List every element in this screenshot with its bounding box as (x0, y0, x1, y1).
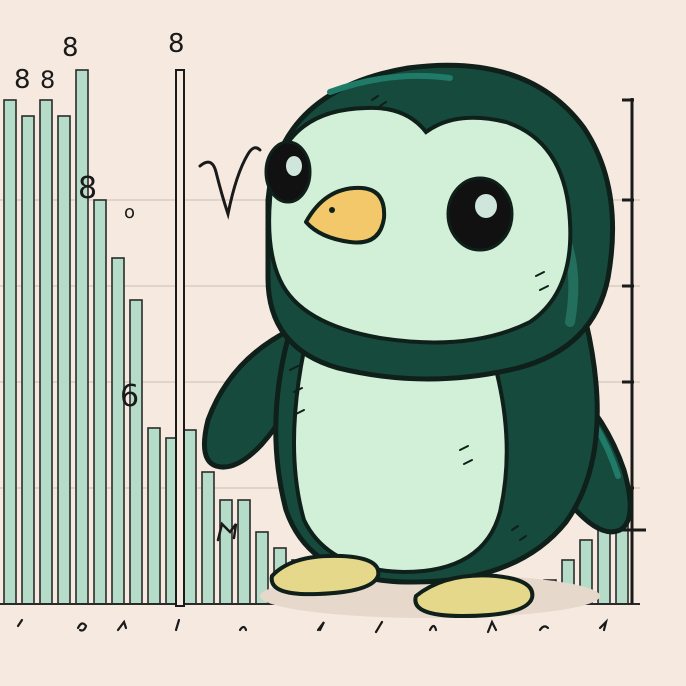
doodle-mark: o (124, 202, 135, 223)
penguin-right-eye-shine (475, 194, 497, 218)
bar (111, 257, 125, 605)
penguin (201, 62, 633, 619)
bar (183, 429, 197, 605)
penguin-face (267, 105, 573, 345)
penguin-head-highlight (327, 72, 453, 95)
bar (201, 471, 215, 605)
bar (93, 199, 107, 605)
checkmark-doodle (198, 146, 262, 220)
doodle-mark: 8 (40, 66, 55, 94)
doodle-mark: 8 (62, 33, 79, 63)
penguin-left-foot (269, 553, 381, 597)
doodle-mark: 8 (168, 29, 185, 59)
bar (219, 499, 233, 605)
bar (57, 115, 71, 605)
bar (21, 115, 35, 605)
doodle-mark: 8 (78, 171, 97, 206)
bar (3, 99, 17, 605)
penguin-hatching (289, 95, 549, 541)
doodle-mark: 8 (14, 65, 31, 95)
bottom-squiggles (16, 618, 609, 634)
penguin-nostril (329, 207, 335, 213)
bar (39, 99, 53, 605)
bar (129, 299, 143, 605)
tall-bar-outline (175, 69, 185, 607)
bar (237, 499, 251, 605)
bar (75, 69, 89, 605)
penguin-left-eye-shine (286, 156, 302, 176)
small-doodle (216, 521, 238, 542)
penguin-beak (304, 185, 387, 245)
penguin-right-foot (413, 573, 535, 619)
doodle-mark: 6 (120, 379, 139, 414)
bar (147, 427, 161, 605)
